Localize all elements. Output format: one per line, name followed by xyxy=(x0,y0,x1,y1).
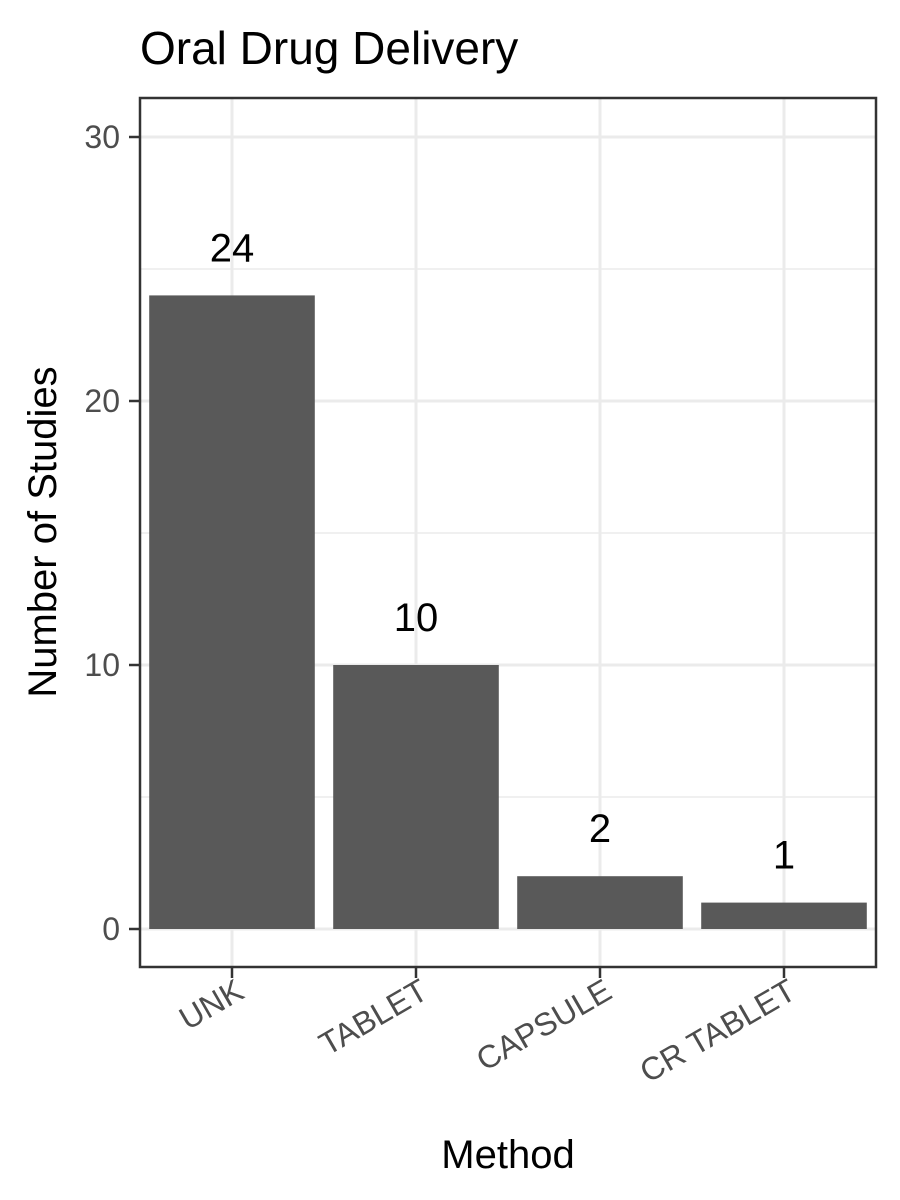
bar xyxy=(149,295,315,929)
x-tick-label: CR TABLET xyxy=(634,972,802,1090)
bar xyxy=(517,876,683,929)
y-axis-title: Number of Studies xyxy=(21,366,65,697)
x-axis: UNK TABLET CAPSULE CR TABLET xyxy=(173,967,802,1090)
bars xyxy=(149,295,867,929)
panel-border xyxy=(138,96,878,969)
x-axis-title: Method xyxy=(441,1133,574,1177)
data-label: 2 xyxy=(589,807,611,851)
data-label: 24 xyxy=(210,226,255,270)
data-labels: 24 10 2 1 xyxy=(210,226,795,877)
bar xyxy=(333,665,499,929)
x-tick-label: CAPSULE xyxy=(470,972,617,1078)
data-label: 10 xyxy=(394,596,439,640)
data-label: 1 xyxy=(773,834,795,878)
y-tick-label: 0 xyxy=(102,911,120,947)
bar xyxy=(701,902,867,929)
y-tick-label: 10 xyxy=(84,647,120,683)
x-tick-label: UNK xyxy=(173,972,250,1037)
y-tick-label: 20 xyxy=(84,383,120,419)
chart-title: Oral Drug Delivery xyxy=(140,22,518,74)
y-tick-label: 30 xyxy=(84,119,120,155)
y-axis: 0 10 20 30 xyxy=(84,119,140,947)
x-tick-label: TABLET xyxy=(313,972,434,1062)
